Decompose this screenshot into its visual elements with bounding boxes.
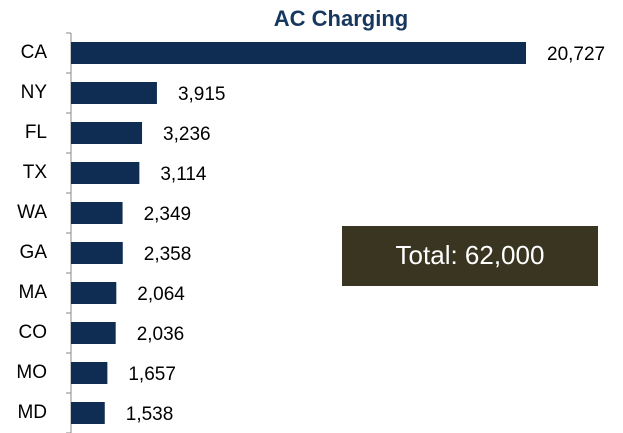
value-label: 2,358 <box>144 244 192 265</box>
chart-title: AC Charging <box>274 6 408 31</box>
value-label: 2,349 <box>144 204 192 225</box>
y-tick-label: FL <box>25 122 47 143</box>
bar <box>71 82 157 104</box>
bar <box>71 282 117 304</box>
value-label: 2,064 <box>137 284 185 305</box>
y-tick-label: MA <box>19 282 48 303</box>
bar <box>71 162 140 184</box>
bar <box>71 242 123 264</box>
bar <box>71 122 143 144</box>
bar <box>71 402 105 424</box>
bar <box>71 362 108 384</box>
value-label: 1,657 <box>128 364 176 385</box>
value-label: 20,727 <box>547 44 605 65</box>
y-tick-label: MD <box>17 402 47 423</box>
y-tick-label: TX <box>23 162 48 183</box>
annotation: Total: 62,000 <box>396 240 545 270</box>
value-label: 2,036 <box>137 324 185 345</box>
value-label: 1,538 <box>126 404 174 425</box>
y-tick-label: WA <box>17 202 47 223</box>
value-label: 3,915 <box>178 84 226 105</box>
bar <box>71 42 526 64</box>
y-tick-label: CA <box>21 42 48 63</box>
y-tick-label: MO <box>16 362 47 383</box>
bar <box>71 202 123 224</box>
value-label: 3,114 <box>160 164 207 185</box>
y-tick-label: CO <box>19 322 48 343</box>
y-tick-label: NY <box>21 82 48 103</box>
bar <box>71 322 116 344</box>
total-box <box>342 226 598 286</box>
y-tick-label: GA <box>20 242 48 263</box>
value-label: 3,236 <box>163 124 211 145</box>
